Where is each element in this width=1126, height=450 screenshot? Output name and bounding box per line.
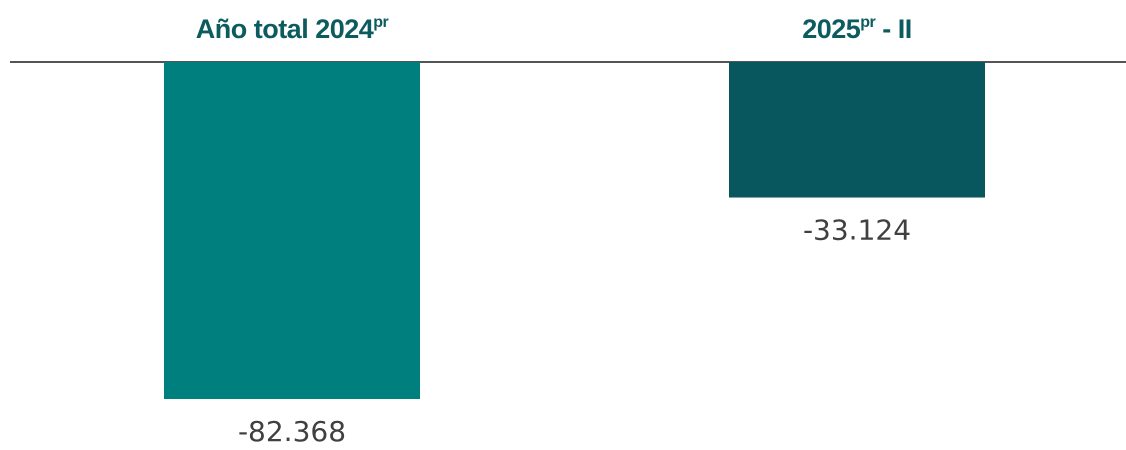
category-label-suffix: - II (875, 14, 912, 44)
category-label: Año total 2024pr (196, 14, 389, 44)
bar (164, 62, 420, 399)
data-label: -82.368 (238, 415, 346, 448)
bars (164, 62, 985, 399)
category-labels: Año total 2024pr 2025pr - II (196, 14, 913, 44)
data-label: -33.124 (803, 214, 911, 247)
category-label-main: Año total 2024 (196, 14, 374, 44)
category-label: 2025pr - II (802, 14, 912, 44)
data-labels: -82.368 -33.124 (238, 214, 911, 448)
category-label-main: 2025 (802, 14, 861, 44)
bar (729, 62, 985, 198)
category-label-superscript: pr (860, 14, 875, 31)
category-label-superscript: pr (373, 14, 388, 31)
